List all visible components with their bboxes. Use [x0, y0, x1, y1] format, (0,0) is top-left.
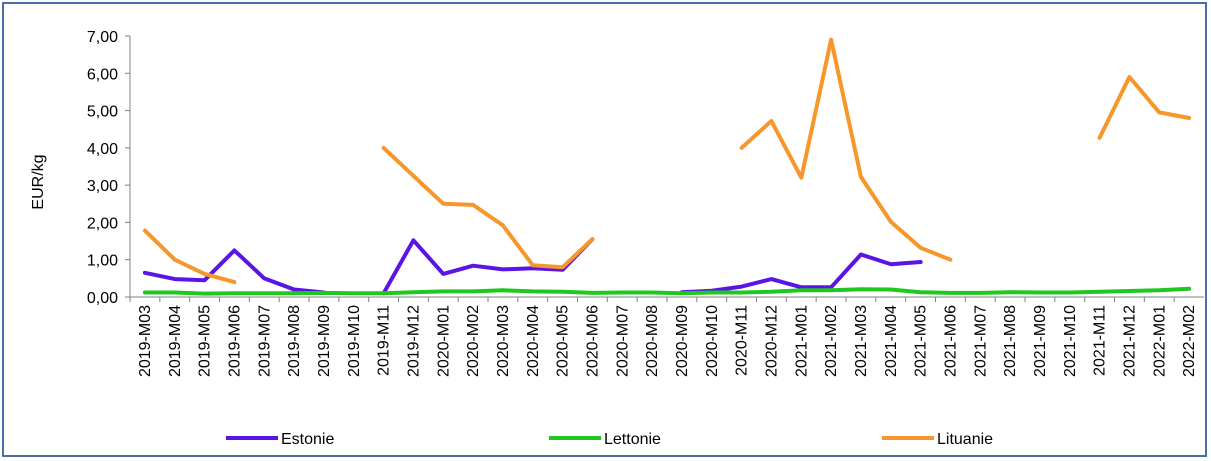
x-tick-label: 2019-M08	[286, 305, 303, 377]
x-tick-label: 2019-M11	[376, 305, 393, 376]
legend-label-lituanie: Lituanie	[937, 431, 993, 448]
x-tick-label: 2021-M01	[793, 305, 810, 377]
y-tick-label: 6,00	[87, 66, 118, 83]
x-tick-label: 2021-M02	[823, 305, 840, 377]
x-tick-label: 2021-M09	[1032, 305, 1049, 377]
line-chart: EUR/kg 0,001,002,003,004,005,006,007,00 …	[30, 29, 1204, 448]
x-tick-label: 2019-M12	[405, 305, 422, 377]
y-tick-label: 3,00	[87, 178, 118, 195]
x-tick-label: 2021-M11	[1092, 305, 1109, 376]
x-tick-label: 2020-M12	[763, 305, 780, 377]
legend-label-estonie: Estonie	[281, 431, 334, 448]
y-tick-label: 2,00	[87, 215, 118, 232]
y-tick-label: 1,00	[87, 253, 118, 270]
x-tick-label: 2019-M04	[167, 305, 184, 377]
series-lines	[142, 37, 1192, 296]
y-axis-label-group: EUR/kg	[30, 154, 47, 209]
y-tick-label: 7,00	[87, 29, 118, 46]
x-tick-label: 2021-M10	[1062, 305, 1079, 377]
x-tick-label: 2020-M08	[644, 305, 661, 377]
x-tick-label: 2020-M03	[495, 305, 512, 377]
axes	[129, 36, 1204, 298]
x-tick-label: 2019-M10	[346, 305, 363, 377]
x-tick-label: 2020-M01	[435, 305, 452, 377]
x-tick-label: 2021-M04	[883, 305, 900, 377]
x-tick-label: 2020-M02	[465, 305, 482, 377]
y-tick-label: 5,00	[87, 104, 118, 121]
x-tick-label: 2020-M10	[704, 305, 721, 377]
x-tick-label: 2020-M04	[525, 305, 542, 377]
x-tick-label: 2020-M07	[614, 305, 631, 377]
x-tick-label: 2021-M06	[942, 305, 959, 377]
x-tick-label: 2019-M07	[256, 305, 273, 377]
legend: Estonie Lettonie Lituanie	[226, 431, 993, 448]
x-tick-label: 2019-M06	[226, 305, 243, 377]
y-tick-label: 4,00	[87, 141, 118, 158]
y-axis-label: EUR/kg	[30, 154, 47, 209]
x-tick-label: 2020-M05	[555, 305, 572, 377]
x-tick-label: 2022-M02	[1181, 305, 1198, 377]
series-line-estonie	[145, 239, 1189, 293]
x-tick-label: 2020-M09	[674, 305, 691, 377]
x-tick-label: 2019-M09	[316, 305, 333, 377]
x-tick-label: 2021-M03	[853, 305, 870, 377]
x-tick-labels: 2019-M03 2019-M04 2019-M05 2019-M06 2019-M07…	[129, 297, 1198, 377]
series-line-lettonie	[142, 286, 1192, 296]
x-tick-label: 2022-M01	[1151, 305, 1168, 377]
x-tick-label: 2020-M11	[734, 305, 751, 376]
x-tick-label: 2021-M12	[1121, 305, 1138, 377]
x-tick-label: 2021-M08	[1002, 305, 1019, 377]
x-tick-label: 2019-M03	[137, 305, 154, 377]
x-tick-label: 2020-M06	[584, 305, 601, 377]
y-tick-label: 0,00	[87, 290, 118, 307]
x-tick-label: 2019-M05	[197, 305, 214, 377]
legend-label-lettonie: Lettonie	[604, 431, 661, 448]
x-tick-label: 2021-M05	[913, 305, 930, 377]
y-tick-labels: 0,00 1,00 2,00 3,00 4,00 5,00 6,00 7,00	[87, 29, 130, 307]
series-line-lituanie	[142, 37, 1192, 285]
x-tick-label: 2021-M07	[972, 305, 989, 377]
